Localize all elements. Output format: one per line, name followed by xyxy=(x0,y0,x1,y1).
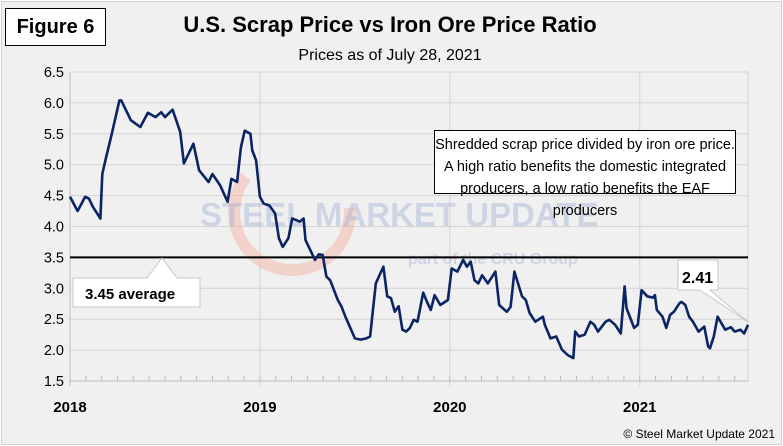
watermark-logo: STEEL MARKET UPDATE part of the CRU Grou… xyxy=(200,148,598,276)
y-tick-label: 6.5 xyxy=(44,65,64,81)
svg-text:part of the CRU Group: part of the CRU Group xyxy=(408,251,578,268)
average-callout-label: 3.45 average xyxy=(85,286,175,303)
y-tick-label: 6.0 xyxy=(44,96,64,112)
y-tick-label: 2.5 xyxy=(44,312,64,328)
y-tick-label: 4.5 xyxy=(44,189,64,205)
series-line-ratio xyxy=(68,99,750,360)
chart-subtitle: Prices as of July 28, 2021 xyxy=(298,47,482,64)
figure-label: Figure 6 xyxy=(5,8,106,46)
last-value-callout-box xyxy=(677,259,749,323)
x-axis: 2018 2019 2020 2021 xyxy=(53,376,748,416)
chart-title: U.S. Scrap Price vs Iron Ore Price Ratio xyxy=(183,12,597,37)
annotation-box: Shredded scrap price divided by iron ore… xyxy=(434,130,736,219)
x-tick-label: 2018 xyxy=(53,399,86,416)
y-tick-label: 5.5 xyxy=(44,127,64,143)
y-tick-label: 1.5 xyxy=(44,374,64,390)
x-tick-label: 2021 xyxy=(623,399,656,416)
y-tick-label: 5.0 xyxy=(44,158,64,174)
y-tick-label: 4.0 xyxy=(44,220,64,236)
y-tick-label: 2.0 xyxy=(44,343,64,359)
x-tick-label: 2020 xyxy=(433,399,466,416)
y-tick-label: 3.0 xyxy=(44,281,64,297)
last-value-label: 2.41 xyxy=(682,270,713,287)
average-callout-box xyxy=(72,257,201,308)
x-tick-label: 2019 xyxy=(243,399,276,416)
copyright: © Steel Market Update 2021 xyxy=(623,427,775,441)
svg-text:STEEL MARKET UPDATE: STEEL MARKET UPDATE xyxy=(200,196,598,233)
y-tick-label: 3.5 xyxy=(44,250,64,266)
y-axis: 6.5 6.0 5.5 5.0 4.5 4.0 3.5 3.0 2.5 2.0 1.5 xyxy=(44,65,71,390)
